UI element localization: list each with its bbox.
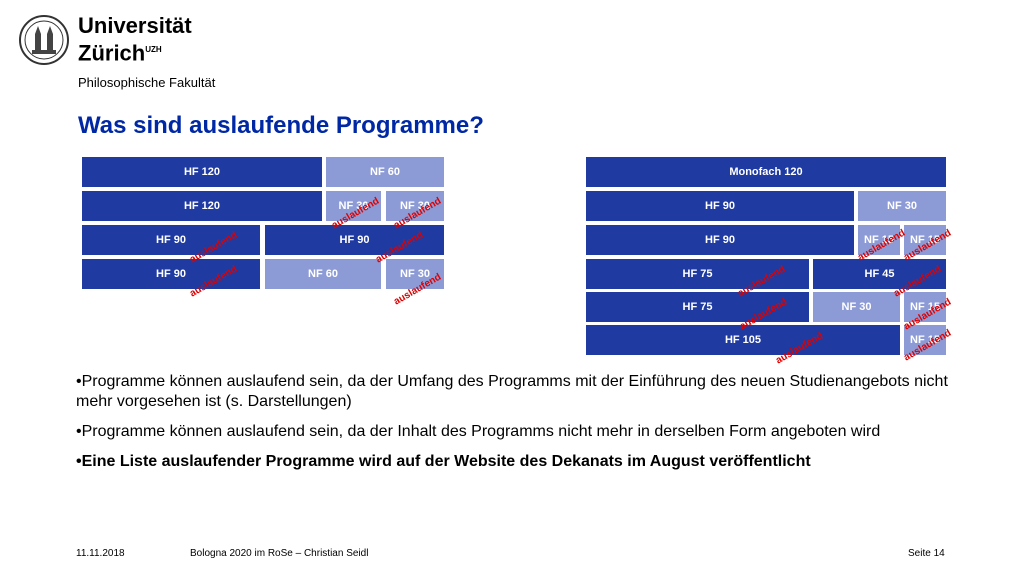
left-r1-block-a: HF 120 (82, 157, 322, 187)
left-r2-block-c: NF 30 (386, 191, 444, 221)
left-r1-block-b: NF 60 (326, 157, 444, 187)
bullet-item-bold: •Eine Liste auslaufender Programme wird … (76, 453, 811, 470)
university-line2: Zürich (78, 40, 146, 66)
left-r2-block-b: NF 30 (326, 191, 381, 221)
uzh-mark: UZH (145, 45, 162, 54)
right-r3-block-c: NF 15 (904, 225, 946, 255)
bullet-list: •Programme können auslaufend sein, da de… (76, 372, 956, 482)
left-r3-block-b: HF 90 (265, 225, 444, 255)
bullet-item: •Programme können auslaufend sein, da de… (76, 423, 881, 440)
right-r6-block-a: HF 105 (586, 325, 900, 355)
university-line1: Universität (78, 13, 192, 38)
right-r4-block-b: HF 45 (813, 259, 946, 289)
slide-title: Was sind auslaufende Programme? (78, 112, 484, 139)
right-r5-block-a: HF 75 (586, 292, 809, 322)
footer-page: Seite 14 (908, 548, 945, 559)
left-r3-block-a: HF 90 (82, 225, 260, 255)
right-r1-block-a: Monofach 120 (586, 157, 946, 187)
right-r4-block-a: HF 75 (586, 259, 809, 289)
right-r3-block-b: NF 15 (858, 225, 900, 255)
right-r3-block-a: HF 90 (586, 225, 854, 255)
left-r4-block-c: NF 30 (386, 259, 444, 289)
left-r2-block-a: HF 120 (82, 191, 322, 221)
left-r4-block-b: NF 60 (265, 259, 381, 289)
bullet-item: •Programme können auslaufend sein, da de… (76, 373, 948, 410)
university-name: Universität ZürichUZH (78, 14, 192, 65)
right-r2-block-b: NF 30 (858, 191, 946, 221)
left-r4-block-a: HF 90 (82, 259, 260, 289)
right-r5-block-b: NF 30 (813, 292, 900, 322)
footer-center: Bologna 2020 im RoSe – Christian Seidl (190, 548, 369, 559)
faculty-name: Philosophische Fakultät (78, 75, 216, 90)
right-r2-block-a: HF 90 (586, 191, 854, 221)
right-r6-block-b: NF 15 (904, 325, 946, 355)
footer-date: 11.11.2018 (76, 548, 125, 559)
right-r5-block-c: NF 15 (904, 292, 946, 322)
university-seal-logo (19, 15, 69, 65)
